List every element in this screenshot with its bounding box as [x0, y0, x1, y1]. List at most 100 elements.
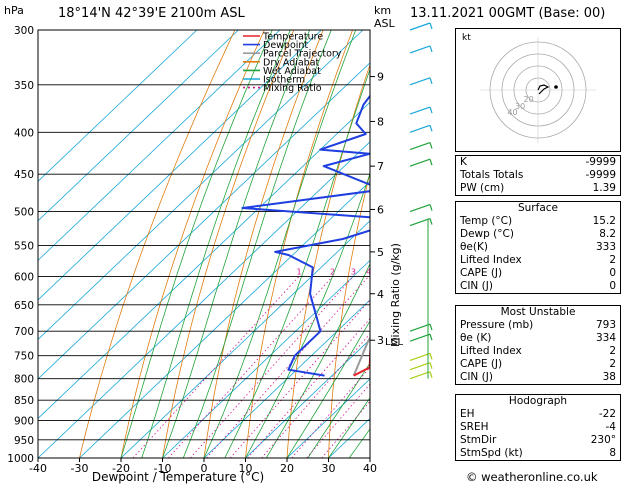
- isotherm-line: [38, 62, 370, 380]
- wind-barb: [409, 142, 431, 151]
- hodo-row: SREH -4: [456, 421, 620, 434]
- dry-adiabat-line: [79, 30, 236, 458]
- surface-title: Surface: [517, 202, 558, 214]
- surface-row-label: θe(K): [460, 241, 488, 253]
- hodo-row: StmSpd (kt) 8: [456, 447, 620, 460]
- wind-barb-flag: [429, 106, 433, 114]
- wind-barb-flag: [429, 45, 433, 53]
- surface-row: CIN (J) 0: [456, 280, 620, 293]
- pw-row: PW (cm) 1.39: [456, 182, 620, 195]
- wind-barb-flag: [429, 158, 433, 166]
- legend-label: Dry Adiabat: [263, 57, 320, 68]
- chart-profiles: 12346810162025: [241, 94, 454, 377]
- wind-barb: [409, 204, 431, 213]
- height-tick-label: 7: [377, 160, 384, 173]
- hodo-row-value: -22: [598, 408, 616, 420]
- wind-profile: [409, 22, 433, 380]
- wind-barb-flag: [429, 125, 433, 132]
- hodograph-unit: kt: [462, 33, 471, 43]
- wet-adiabat-line: [141, 30, 291, 458]
- surface-row-value: 0: [609, 267, 616, 279]
- pressure-tick-label: 350: [14, 80, 34, 92]
- datetime-label: 13.11.2021 00GMT (Base: 00): [410, 6, 606, 21]
- mixing-ratio-tick-label: 16: [444, 267, 454, 276]
- pressure-tick-label: 500: [14, 207, 34, 219]
- chart-axes: 3003504004505005506006507007508008509009…: [7, 25, 384, 475]
- unstable-row-value: 2: [609, 345, 616, 357]
- unstable-row-label: CIN (J): [460, 371, 493, 383]
- hodograph-panel: kt 40 30 20: [455, 28, 621, 152]
- mixing-ratio-tick-label: 1: [296, 267, 301, 276]
- height-tick-label: 4: [377, 288, 384, 301]
- pressure-tick-label: 450: [14, 169, 34, 181]
- k-index-label: K: [460, 156, 467, 168]
- mixing-ratio-line: [190, 276, 354, 458]
- x-axis-label: Dewpoint / Temperature (°C): [92, 470, 264, 484]
- temperature-tick-label: 20: [280, 462, 294, 475]
- mixing-ratio-line: [306, 383, 370, 458]
- wind-barb-flag: [429, 371, 433, 378]
- temperature-tick-label: 30: [322, 462, 336, 475]
- hodograph-chart: kt 40 30 20: [462, 33, 596, 143]
- unstable-row: CAPE (J) 2: [456, 358, 620, 371]
- isotherm-line: [38, 30, 322, 301]
- isotherm-line: [38, 30, 281, 261]
- surface-row-label: CIN (J): [460, 280, 493, 292]
- pressure-tick-label: 400: [14, 127, 34, 139]
- unstable-row-value: 38: [602, 371, 616, 383]
- pressure-tick-label: 800: [14, 374, 34, 386]
- hodograph-ring-label: 20: [524, 95, 534, 104]
- temperature-tick-label: 0: [201, 462, 208, 475]
- pressure-tick-label: 700: [14, 326, 34, 338]
- mixing-ratio-line: [132, 276, 300, 458]
- wind-barb: [409, 371, 431, 380]
- mixing-ratio-tick-label: 2: [330, 267, 335, 276]
- wind-barb: [409, 22, 431, 31]
- surface-row: Temp (°C) 15.2: [456, 215, 620, 228]
- dry-adiabat-line: [369, 432, 370, 458]
- wind-barb: [409, 124, 431, 133]
- pressure-tick-label: 650: [14, 300, 34, 312]
- wind-barb-flag: [429, 334, 433, 341]
- isotherm-line: [245, 338, 370, 458]
- surface-row-label: Temp (°C): [460, 215, 513, 227]
- totals-totals-label: Totals Totals: [460, 169, 524, 181]
- most-unstable-title: Most Unstable: [500, 306, 576, 318]
- wind-barb: [409, 333, 431, 342]
- height-tick-label: 6: [377, 203, 384, 216]
- surface-panel: Surface Temp (°C) 15.2 Dewp (°C) 8.2 θe(K)…: [455, 201, 621, 294]
- copyright-label: © weatheronline.co.uk: [466, 470, 598, 484]
- pressure-tick-label: 750: [14, 351, 34, 363]
- dry-adiabat-line: [286, 63, 370, 458]
- hodograph-trace: [537, 84, 558, 95]
- wind-barb: [409, 45, 431, 54]
- mixing-ratio-line: [229, 299, 370, 458]
- unstable-row: Pressure (mb) 793: [456, 319, 620, 332]
- surface-row-label: Lifted Index: [460, 254, 522, 266]
- wind-barb-flag: [429, 218, 433, 225]
- temperature-tick-label: 40: [363, 462, 377, 475]
- temperature-tick-label: -20: [112, 462, 130, 475]
- unstable-row: θe (K) 334: [456, 332, 620, 345]
- mixing-ratio-line: [168, 276, 333, 458]
- legend-label: Isotherm: [263, 75, 305, 86]
- legend-label: Dewpoint: [263, 40, 308, 51]
- surface-row-label: CAPE (J): [460, 267, 503, 279]
- isotherm-line: [38, 30, 364, 340]
- location-label: 18°14'N 42°39'E 2100m ASL: [58, 6, 245, 21]
- hodograph-ring-label: 30: [515, 102, 525, 111]
- mixing-ratio-axis-label: Mixing Ratio (g/kg): [389, 243, 402, 347]
- height-tick-label: 9: [377, 71, 384, 84]
- unstable-row-label: CAPE (J): [460, 358, 503, 370]
- wet-adiabat-line: [328, 397, 370, 458]
- hodo-row-value: 230°: [590, 434, 616, 446]
- mixing-ratio-line: [247, 318, 370, 458]
- pressure-tick-label: 550: [14, 240, 34, 252]
- legend-label: Mixing Ratio: [263, 83, 322, 94]
- hodo-row-label: StmSpd (kt): [460, 447, 523, 459]
- lcl-label: LCL: [385, 337, 404, 348]
- height-unit-label: km: [374, 4, 392, 17]
- wind-barb-flag: [429, 77, 433, 84]
- pressure-tick-label: 600: [14, 271, 34, 283]
- chart-background-lines: [38, 30, 370, 458]
